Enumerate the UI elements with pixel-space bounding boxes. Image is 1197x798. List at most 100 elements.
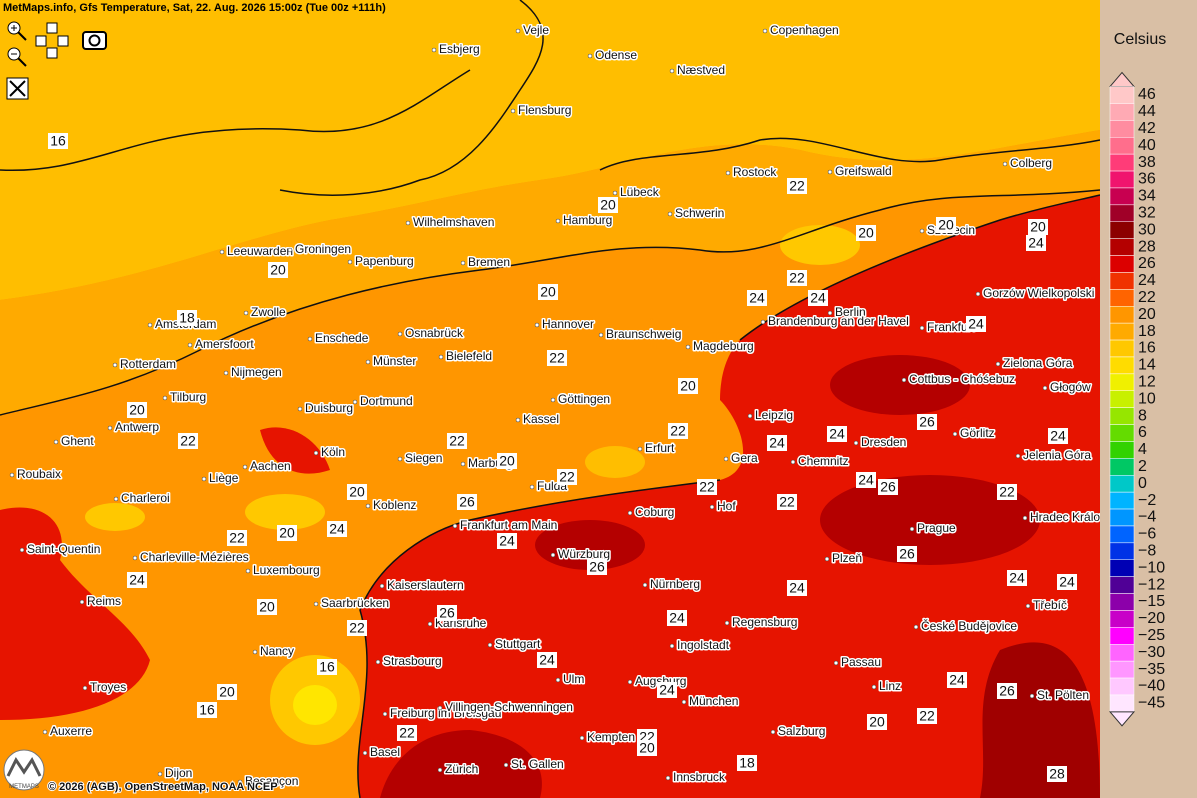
legend-label: 24 bbox=[1138, 272, 1156, 289]
legend-swatch bbox=[1109, 694, 1135, 713]
coastline bbox=[279, 0, 544, 196]
city-label: Freiburg im Breisgau bbox=[390, 706, 501, 720]
contour-label: 26 bbox=[999, 683, 1015, 699]
zoom-in[interactable] bbox=[7, 21, 27, 41]
legend-swatch bbox=[1109, 660, 1135, 679]
contour-label: 16 bbox=[319, 659, 335, 675]
pan-controls[interactable] bbox=[35, 22, 69, 59]
contour-label-bg bbox=[587, 559, 607, 575]
contour-label-bg bbox=[1028, 219, 1048, 235]
contour-label: 24 bbox=[829, 426, 845, 442]
city-label: Osnabrück bbox=[405, 326, 464, 340]
legend-label: −12 bbox=[1138, 576, 1165, 593]
city-dot bbox=[723, 456, 729, 462]
temp-band-26 bbox=[980, 642, 1100, 798]
contour-label: 24 bbox=[1028, 235, 1044, 251]
legend-swatch bbox=[1109, 339, 1135, 358]
camera-button[interactable] bbox=[82, 31, 107, 50]
city-dot bbox=[555, 677, 561, 683]
city-dot bbox=[397, 331, 403, 337]
city-label: Kaiserslautern bbox=[387, 578, 464, 592]
city-label: Enschede bbox=[315, 331, 369, 345]
contour-label: 24 bbox=[810, 290, 826, 306]
city-dot bbox=[379, 583, 385, 589]
city-dot bbox=[157, 771, 163, 777]
city-dot bbox=[853, 440, 859, 446]
legend-label: 30 bbox=[1138, 221, 1156, 238]
city-dot bbox=[913, 624, 919, 630]
zoom-out[interactable] bbox=[7, 47, 27, 67]
city-label: Dijon bbox=[165, 766, 192, 780]
city-dot bbox=[598, 332, 604, 338]
city-dot bbox=[503, 762, 509, 768]
city-dot bbox=[827, 310, 833, 316]
city-dot bbox=[437, 705, 443, 711]
contour-label-bg bbox=[127, 572, 147, 588]
city-label: Chemnitz bbox=[798, 454, 849, 468]
city-dot bbox=[9, 472, 15, 478]
temp-band-16 bbox=[0, 0, 1100, 300]
legend-label: 38 bbox=[1138, 154, 1156, 171]
title: MetMaps.info, Gfs Temperature, Sat, 22. … bbox=[3, 2, 386, 14]
contour-label-bg bbox=[277, 525, 297, 541]
isotherm bbox=[0, 69, 471, 172]
legend-swatch bbox=[1109, 170, 1135, 189]
contour-label-bg bbox=[537, 652, 557, 668]
legend-label: −35 bbox=[1138, 661, 1165, 678]
contour-label-bg bbox=[667, 610, 687, 626]
legend-label: 22 bbox=[1138, 289, 1156, 306]
legend-label: −40 bbox=[1138, 678, 1165, 695]
city-dot bbox=[901, 377, 907, 383]
contour-label-bg bbox=[997, 683, 1017, 699]
contour-label: 26 bbox=[919, 414, 935, 430]
legend-swatch bbox=[1109, 390, 1135, 408]
contour-label: 20 bbox=[639, 740, 655, 756]
contour-label: 22 bbox=[699, 479, 715, 495]
city-dot bbox=[709, 504, 715, 510]
legend-label: −30 bbox=[1138, 644, 1165, 661]
contour-label-bg bbox=[747, 290, 767, 306]
contour-label: 24 bbox=[659, 682, 675, 698]
contour-label-bg bbox=[48, 133, 68, 149]
contour-label: 22 bbox=[919, 708, 935, 724]
city-label: Saint-Quentin bbox=[27, 542, 100, 556]
legend-swatch bbox=[1109, 627, 1135, 645]
fullscreen-button[interactable] bbox=[6, 77, 29, 100]
contour-label-bg bbox=[347, 484, 367, 500]
city-label: Groningen bbox=[295, 242, 351, 256]
contour-label-bg bbox=[347, 620, 367, 636]
legend-swatch bbox=[1109, 424, 1135, 442]
contour-label-bg bbox=[1047, 766, 1067, 782]
contour-label: 22 bbox=[549, 350, 565, 366]
city-dot bbox=[237, 779, 243, 785]
legend-label: 34 bbox=[1138, 188, 1156, 205]
contour-label-bg bbox=[1026, 235, 1046, 251]
legend-label: 18 bbox=[1138, 323, 1156, 340]
contour-label: 26 bbox=[589, 559, 605, 575]
city-dot bbox=[112, 362, 118, 368]
legend-swatch bbox=[1109, 356, 1135, 375]
city-dot bbox=[438, 354, 444, 360]
city-dot bbox=[347, 259, 353, 265]
city-dot bbox=[685, 344, 691, 350]
city-label: Nijmegen bbox=[231, 365, 282, 379]
contour-label-bg bbox=[917, 708, 937, 724]
city-dot bbox=[510, 108, 516, 114]
legend-label: 2 bbox=[1138, 458, 1147, 475]
contour-label: 24 bbox=[329, 521, 345, 537]
contour-label-bg bbox=[787, 270, 807, 286]
legend: 4644424038363432302826242220181614121086… bbox=[1108, 71, 1165, 727]
legend-label: 44 bbox=[1138, 103, 1156, 120]
contour-label: 16 bbox=[199, 702, 215, 718]
contour-label-bg bbox=[557, 469, 577, 485]
legend-swatch bbox=[1109, 559, 1135, 577]
city-dot bbox=[113, 496, 119, 502]
contour-label-bg bbox=[767, 435, 787, 451]
contour-label: 20 bbox=[270, 262, 286, 278]
contour-label: 20 bbox=[938, 217, 954, 233]
temp-band-14 bbox=[293, 685, 337, 725]
city-dot bbox=[452, 523, 458, 529]
city-dot bbox=[627, 510, 633, 516]
city-label: Salzburg bbox=[778, 724, 825, 738]
contour-label-bg bbox=[268, 262, 288, 278]
